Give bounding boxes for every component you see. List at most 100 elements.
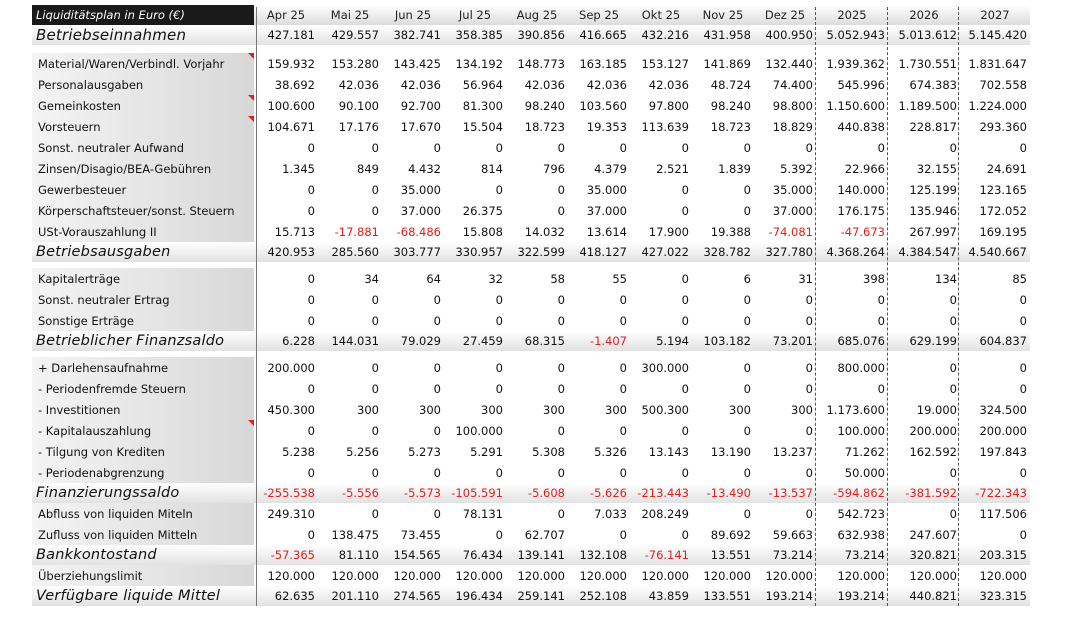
value-cell: 42.036: [400, 77, 441, 92]
value-cell: 0: [495, 182, 503, 197]
row-label: Körperschaftsteuer/sonst. Steuern: [32, 200, 254, 221]
value-cell: 322.599: [517, 245, 565, 259]
value-cell: 103.182: [703, 334, 751, 348]
value-cell: 0: [681, 182, 689, 197]
value-cell: 674.383: [909, 77, 957, 92]
value-cell: 0: [949, 292, 957, 307]
value-cell: 125.199: [909, 182, 957, 197]
comment-marker-icon[interactable]: [248, 420, 254, 426]
value-cell: 0: [949, 465, 957, 480]
value-cell: 0: [877, 292, 885, 307]
value-cell: 38.692: [274, 77, 315, 92]
value-cell: 42.036: [586, 77, 627, 92]
value-cell: 0: [495, 313, 503, 328]
value-cell: 5.238: [282, 444, 315, 459]
column-header: Dez 25: [764, 8, 806, 22]
value-cell: 24.691: [986, 161, 1027, 176]
value-cell: 200.000: [909, 423, 957, 438]
value-cell: 4.432: [408, 161, 441, 176]
value-cell: 59.663: [772, 527, 813, 542]
value-cell: -381.592: [905, 486, 957, 500]
value-cell: 201.110: [331, 589, 379, 603]
value-cell: 100.000: [837, 423, 885, 438]
row-label: Verfügbare liquide Mittel: [36, 588, 221, 604]
value-cell: 81.300: [462, 98, 503, 113]
value-cell: 78.131: [462, 506, 503, 521]
value-cell: 73.214: [772, 548, 813, 562]
value-cell: 4.540.667: [968, 245, 1027, 259]
value-cell: 440.821: [909, 589, 957, 603]
value-cell: 35.000: [586, 182, 627, 197]
value-cell: 141.869: [703, 56, 751, 71]
value-cell: 0: [619, 465, 627, 480]
value-cell: 1.224.000: [968, 98, 1027, 113]
value-cell: 0: [743, 381, 751, 396]
value-cell: 5.052.943: [826, 28, 885, 42]
value-cell: 71.262: [844, 444, 885, 459]
value-cell: 0: [307, 203, 315, 218]
value-cell: 228.817: [909, 119, 957, 134]
value-cell: 42.036: [524, 77, 565, 92]
value-cell: 32.155: [916, 161, 957, 176]
value-cell: 89.692: [710, 527, 751, 542]
comment-marker-icon[interactable]: [248, 53, 254, 59]
value-cell: 440.838: [837, 119, 885, 134]
value-cell: 0: [557, 423, 565, 438]
value-cell: 64: [426, 271, 441, 286]
table-row-periodenfremde-steuern: - Periodenfremde Steuern 0 0 0 0 0 0 0 0 0 0 0 0: [32, 378, 1030, 399]
value-cell: 62.707: [524, 527, 565, 542]
value-cell: 0: [371, 203, 379, 218]
total-row-betriebsausgaben: Betriebsausgaben 420.953 285.560 303.777 330…: [32, 242, 1030, 262]
value-cell: 1.345: [282, 161, 315, 176]
value-cell: 0: [619, 140, 627, 155]
value-cell: 17.176: [338, 119, 379, 134]
value-cell: 0: [371, 313, 379, 328]
row-label: Bankkontostand: [36, 547, 157, 563]
value-cell: 0: [805, 465, 813, 480]
value-cell: 382.741: [393, 28, 441, 42]
table-row-investitionen: - Investitionen 450.300 300 300 300 300 300 500…: [32, 399, 1030, 420]
row-label: - Kapitalauszahlung: [32, 420, 254, 441]
value-cell: 4.368.264: [826, 245, 885, 259]
row-label: Personalausgaben: [32, 74, 254, 95]
value-cell: 14.032: [524, 224, 565, 239]
value-cell: -255.538: [263, 486, 315, 500]
value-cell: 193.214: [837, 589, 885, 603]
total-row-betriebseinnahmen: Betriebseinnahmen 427.181 429.557 382.741 35…: [32, 25, 1030, 45]
value-cell: 300.000: [641, 360, 689, 375]
table-row-kapitalauszahlung: - Kapitalauszahlung 0 0 0 100.000 0 0 0 0 0 100.00…: [32, 420, 1030, 441]
value-cell: 0: [433, 360, 441, 375]
value-cell: 139.141: [517, 548, 565, 562]
value-cell: 13.190: [710, 444, 751, 459]
column-separator: [887, 7, 888, 606]
row-label: USt-Vorauszahlung II: [32, 221, 254, 242]
value-cell: 15.808: [462, 224, 503, 239]
comment-marker-icon[interactable]: [248, 95, 254, 101]
value-cell: 542.723: [837, 506, 885, 521]
value-cell: -74.081: [768, 224, 813, 239]
value-cell: 0: [619, 381, 627, 396]
value-cell: 328.782: [703, 245, 751, 259]
value-cell: 79.029: [400, 334, 441, 348]
column-header: 2026: [909, 8, 939, 22]
value-cell: 154.565: [393, 548, 441, 562]
value-cell: -76.141: [644, 548, 689, 562]
row-label: - Tilgung von Krediten: [32, 441, 254, 462]
column-header: Okt 25: [641, 8, 681, 22]
value-cell: 685.076: [837, 334, 885, 348]
value-cell: 0: [307, 381, 315, 396]
value-cell: 0: [681, 140, 689, 155]
value-cell: 390.856: [517, 28, 565, 42]
value-cell: 249.310: [267, 506, 315, 521]
value-cell: 200.000: [267, 360, 315, 375]
value-cell: 37.000: [400, 203, 441, 218]
total-row-bankkontostand: Bankkontostand -57.365 81.110 154.565 76.434…: [32, 545, 1030, 565]
column-header: 2027: [980, 8, 1010, 22]
value-cell: 120.000: [455, 568, 503, 583]
value-cell: 144.031: [331, 334, 379, 348]
value-cell: 400.950: [765, 28, 813, 42]
value-cell: 0: [307, 465, 315, 480]
value-cell: 42.036: [648, 77, 689, 92]
value-cell: 0: [1019, 140, 1027, 155]
comment-marker-icon[interactable]: [248, 116, 254, 122]
